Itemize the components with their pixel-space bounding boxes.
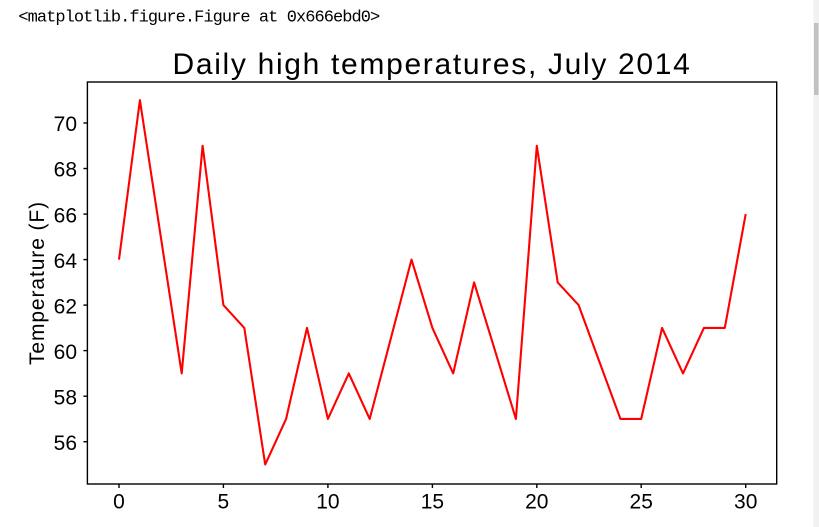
svg-text:70: 70 [54,113,77,136]
svg-text:64: 64 [54,250,78,273]
svg-text:5: 5 [218,491,230,514]
svg-text:30: 30 [734,491,757,514]
svg-text:Temperature (F): Temperature (F) [26,201,49,365]
svg-text:62: 62 [54,295,77,318]
svg-text:10: 10 [316,491,339,514]
svg-text:Daily high temperatures, July: Daily high temperatures, July 2014 [172,48,691,81]
svg-text:20: 20 [525,491,548,514]
svg-text:0: 0 [113,491,125,514]
svg-text:25: 25 [630,491,653,514]
svg-text:66: 66 [54,204,77,227]
svg-text:60: 60 [54,341,77,364]
svg-text:68: 68 [54,159,77,182]
svg-text:56: 56 [54,432,77,455]
svg-text:15: 15 [421,491,444,514]
svg-text:58: 58 [54,386,77,409]
svg-text:<matplotlib.figure.Figure at 0: <matplotlib.figure.Figure at 0x666ebd0> [18,9,380,28]
